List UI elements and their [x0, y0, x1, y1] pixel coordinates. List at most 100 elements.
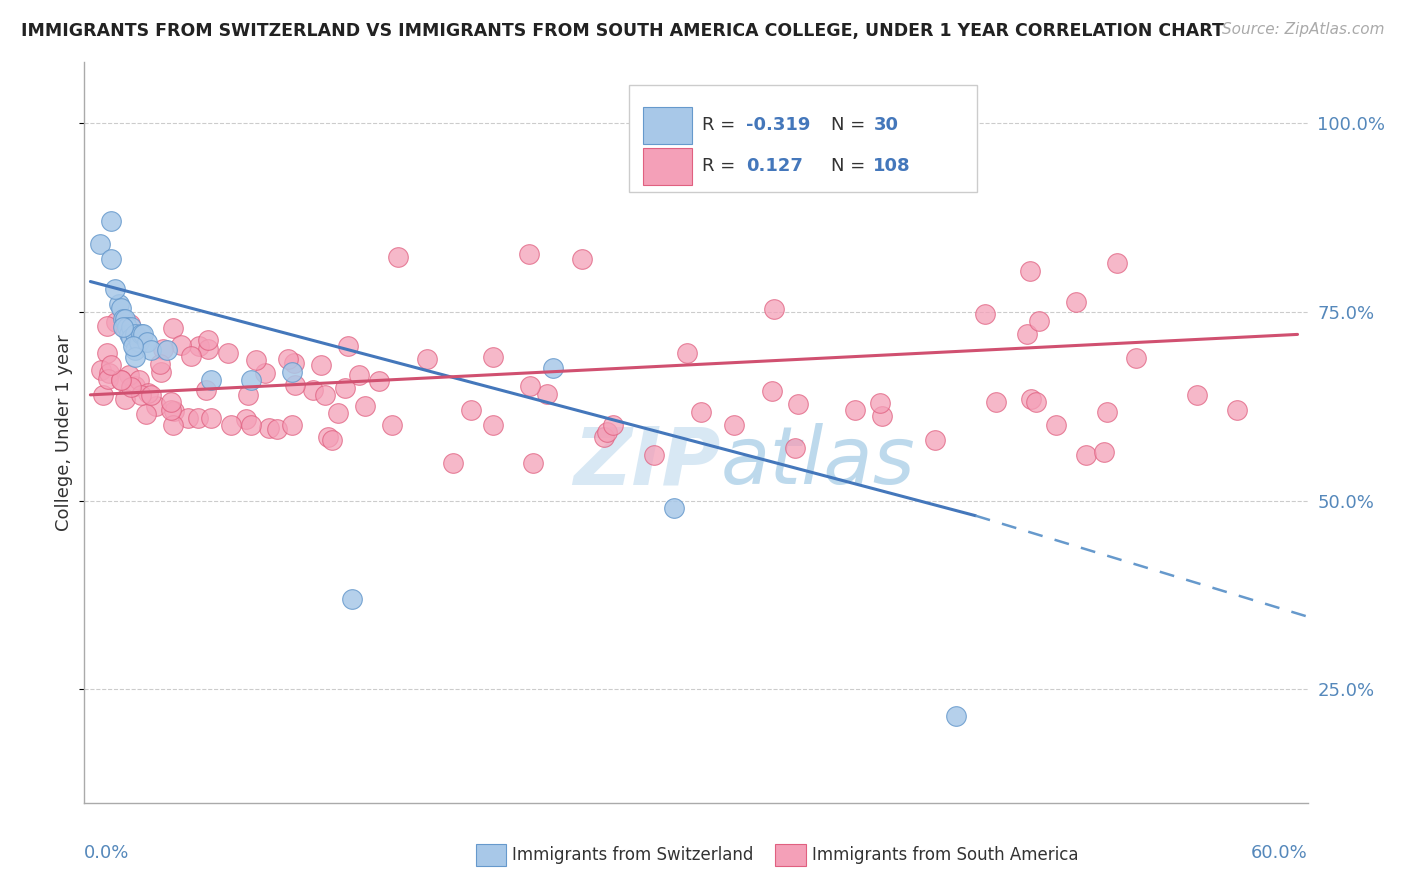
Point: [257, 420, 280, 434]
Point: [114, 392, 136, 406]
Point: [96, 345, 118, 359]
Point: [128, 331, 150, 345]
Point: [120, 331, 142, 345]
Point: [340, 591, 363, 606]
Point: [783, 441, 806, 455]
Point: [277, 351, 299, 366]
Point: [844, 403, 866, 417]
Point: [1015, 326, 1038, 341]
Point: [302, 383, 325, 397]
Point: [121, 339, 143, 353]
Point: [517, 247, 540, 261]
Point: [1045, 418, 1067, 433]
Point: [100, 214, 122, 228]
Point: [1066, 294, 1088, 309]
Text: -0.319: -0.319: [747, 116, 810, 135]
Point: [236, 387, 259, 401]
Point: [481, 418, 503, 433]
Point: [180, 349, 202, 363]
Point: [197, 343, 219, 357]
Point: [416, 352, 439, 367]
Point: [354, 399, 377, 413]
Point: [124, 327, 146, 342]
Point: [872, 409, 894, 423]
Bar: [644, 107, 692, 144]
Point: [118, 318, 141, 332]
Point: [110, 373, 132, 387]
Point: [924, 433, 946, 447]
Point: [111, 312, 134, 326]
Point: [96, 318, 118, 333]
Point: [111, 319, 134, 334]
Point: [676, 346, 699, 360]
Point: [170, 338, 193, 352]
Point: [592, 430, 614, 444]
Point: [91, 388, 114, 402]
Point: [984, 395, 1007, 409]
Point: [139, 343, 162, 357]
Point: [135, 407, 157, 421]
Point: [135, 334, 157, 349]
Point: [162, 417, 184, 432]
Point: [152, 343, 174, 357]
Point: [596, 425, 619, 440]
Point: [110, 373, 132, 387]
Point: [571, 252, 593, 267]
Text: ZIP: ZIP: [574, 423, 720, 501]
Point: [129, 327, 152, 342]
Point: [118, 368, 141, 383]
Text: N =: N =: [831, 116, 870, 135]
Point: [309, 358, 332, 372]
Point: [945, 709, 967, 723]
Point: [90, 363, 112, 377]
Text: 108: 108: [873, 157, 911, 175]
Point: [460, 402, 482, 417]
Point: [177, 410, 200, 425]
Point: [1028, 313, 1050, 327]
Point: [107, 297, 129, 311]
Point: [156, 343, 179, 357]
Point: [762, 301, 785, 316]
Point: [124, 350, 146, 364]
Point: [662, 501, 685, 516]
Point: [441, 456, 464, 470]
Point: [974, 307, 997, 321]
Bar: [644, 147, 692, 185]
Point: [280, 365, 302, 379]
Point: [1074, 448, 1097, 462]
Point: [114, 312, 136, 326]
Text: Immigrants from Switzerland: Immigrants from Switzerland: [513, 846, 754, 863]
Text: 30: 30: [873, 116, 898, 135]
Point: [187, 410, 209, 425]
Text: atlas: atlas: [720, 423, 915, 501]
Point: [643, 448, 665, 462]
Point: [100, 358, 122, 372]
Point: [1226, 403, 1249, 417]
Point: [240, 418, 263, 433]
Point: [149, 365, 172, 379]
Point: [690, 404, 713, 418]
Point: [602, 418, 624, 433]
Bar: [475, 844, 506, 866]
Point: [129, 388, 152, 402]
Point: [200, 373, 222, 387]
Point: [1019, 263, 1042, 277]
Point: [266, 422, 288, 436]
Point: [368, 374, 391, 388]
Point: [145, 399, 167, 413]
Point: [148, 357, 170, 371]
Point: [333, 381, 356, 395]
Point: [387, 250, 409, 264]
Text: Immigrants from South America: Immigrants from South America: [813, 846, 1078, 863]
Point: [787, 397, 810, 411]
Point: [187, 339, 209, 353]
Point: [139, 388, 162, 402]
Text: R =: R =: [702, 116, 741, 135]
Point: [195, 383, 218, 397]
Point: [254, 366, 277, 380]
Point: [235, 412, 257, 426]
Point: [115, 319, 138, 334]
Point: [321, 433, 343, 447]
Point: [122, 326, 145, 341]
Point: [280, 418, 302, 433]
